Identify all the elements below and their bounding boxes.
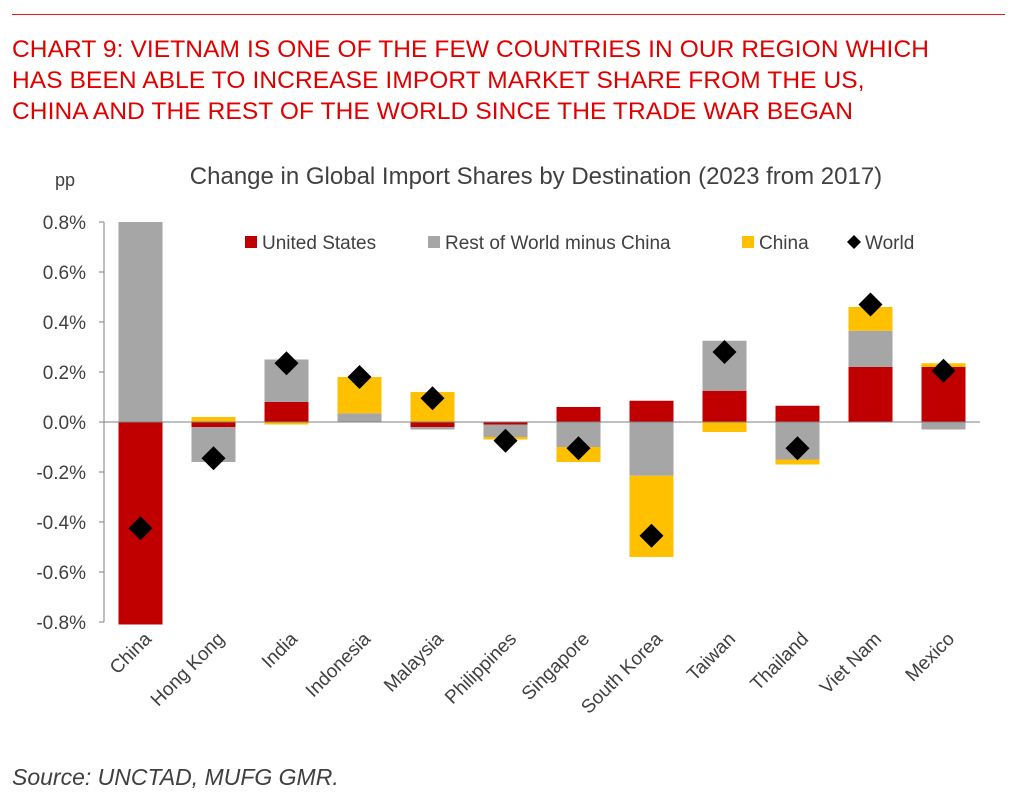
world-marker-malaysia <box>420 386 445 411</box>
bar-china-hong-kong <box>191 417 236 422</box>
y-tick-label: 0.4% <box>43 313 86 334</box>
bar-united-states-philippines <box>483 422 528 425</box>
bar-china-thailand <box>775 459 820 465</box>
world-marker-mexico <box>931 358 956 383</box>
import-share-chart: Change in Global Import Shares by Destin… <box>36 163 980 718</box>
y-tick-label: -0.4% <box>36 513 86 534</box>
bar-united-states-singapore <box>556 407 601 422</box>
legend-label-world: World <box>865 233 914 254</box>
bar-united-states-hong-kong <box>191 422 236 427</box>
bar-china-india <box>264 422 309 425</box>
world-marker-south-korea <box>639 523 664 548</box>
x-tick-label: Taiwan <box>683 629 740 686</box>
legend-swatch-china <box>742 236 754 248</box>
bar-rest-of-world-minus-china-viet-nam <box>848 330 893 367</box>
world-marker-hong-kong <box>201 446 226 471</box>
bar-united-states-malaysia <box>410 422 455 427</box>
y-unit-label: pp <box>55 170 75 190</box>
bar-united-states-taiwan <box>702 390 747 422</box>
legend-swatch-united-states <box>245 236 257 248</box>
top-rule <box>12 14 1005 15</box>
y-tick-label: -0.6% <box>36 563 86 584</box>
chart-title: Change in Global Import Shares by Destin… <box>190 163 882 190</box>
world-marker-indonesia <box>347 365 372 389</box>
bar-united-states-viet-nam <box>848 367 893 422</box>
world-marker-viet-nam <box>858 292 883 317</box>
legend-swatch-rest-of-world-minus-china <box>428 236 440 248</box>
headline-line-2: HAS BEEN ABLE TO INCREASE IMPORT MARKET … <box>12 67 865 94</box>
legend-label-united-states: United States <box>262 233 376 254</box>
y-tick-label: -0.2% <box>36 463 86 484</box>
headline-line-1: CHART 9: VIETNAM IS ONE OF THE FEW COUNT… <box>12 36 930 63</box>
y-tick-label: 0.2% <box>43 363 86 384</box>
y-tick-label: 0.6% <box>43 263 86 284</box>
x-tick-label: Singapore <box>518 629 594 705</box>
bar-rest-of-world-minus-china-indonesia <box>337 413 382 422</box>
bar-rest-of-world-minus-china-china <box>118 222 163 422</box>
legend-label-rest-of-world-minus-china: Rest of World minus China <box>445 233 671 254</box>
y-tick-label: 0.8% <box>43 213 86 234</box>
bar-united-states-thailand <box>775 405 820 422</box>
x-tick-label: Viet Nam <box>816 629 886 699</box>
world-marker-taiwan <box>712 340 737 364</box>
bar-rest-of-world-minus-china-south-korea <box>629 422 674 476</box>
x-tick-label: Hong Kong <box>147 629 229 711</box>
headline: CHART 9: VIETNAM IS ONE OF THE FEW COUNT… <box>12 34 1012 127</box>
x-tick-label: Indonesia <box>302 628 375 701</box>
x-tick-label: Philippines <box>441 629 521 709</box>
x-tick-label: China <box>106 628 156 678</box>
x-tick-label: Malaysia <box>380 628 448 696</box>
bar-rest-of-world-minus-china-malaysia <box>410 427 455 430</box>
legend-swatch-world <box>847 235 861 249</box>
headline-line-3: CHINA AND THE REST OF THE WORLD SINCE TH… <box>12 98 854 125</box>
world-marker-singapore <box>566 436 591 461</box>
world-marker-india <box>274 351 299 376</box>
world-marker-philippines <box>493 428 518 453</box>
source-note: Source: UNCTAD, MUFG GMR. <box>12 764 339 790</box>
bar-united-states-south-korea <box>629 400 674 422</box>
y-tick-label: -0.8% <box>36 613 86 634</box>
x-tick-label: Thailand <box>747 629 813 695</box>
legend-label-china: China <box>759 233 809 254</box>
bar-rest-of-world-minus-china-mexico <box>921 422 966 430</box>
bar-united-states-india <box>264 402 309 422</box>
world-marker-thailand <box>785 436 810 461</box>
bar-china-viet-nam <box>848 307 893 331</box>
x-tick-label: India <box>258 628 302 672</box>
x-tick-label: Mexico <box>902 629 959 686</box>
y-tick-label: 0.0% <box>43 413 86 434</box>
bar-china-taiwan <box>702 422 747 432</box>
world-marker-china <box>128 516 153 541</box>
